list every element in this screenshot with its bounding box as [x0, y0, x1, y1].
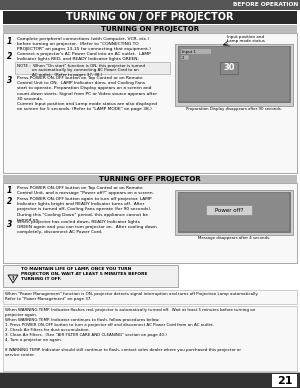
Text: TURNING ON / OFF PROJECTOR: TURNING ON / OFF PROJECTOR: [66, 12, 234, 23]
Text: Connect a projector's AC Power Cord into an AC outlet.  LAMP
Indicator lights RE: Connect a projector's AC Power Cord into…: [17, 52, 151, 61]
Text: TURNING OFF PROJECTOR: TURNING OFF PROJECTOR: [99, 176, 201, 182]
Bar: [181, 55, 189, 60]
Bar: [3, 33, 297, 173]
Bar: [3, 265, 178, 287]
Text: 1: 1: [7, 37, 12, 46]
Text: Preparation Display disappears after 90 seconds.: Preparation Display disappears after 90 …: [186, 107, 282, 111]
Text: Press POWER ON-OFF button on Top Control or on Remote
Control Unit, and a messag: Press POWER ON-OFF button on Top Control…: [17, 186, 154, 195]
Text: NOTE :  When "On start" function is ON, this projector is turned
            on : NOTE : When "On start" function is ON, t…: [17, 64, 145, 77]
Text: Press POWER ON-OFF button on Top Control or on Remote
Control Unit to ON.  LAMP : Press POWER ON-OFF button on Top Control…: [17, 76, 157, 111]
Bar: [0, 373, 300, 388]
Text: Press POWER ON-OFF button again to turn off projector. LAMP
Indicator lights bri: Press POWER ON-OFF button again to turn …: [17, 197, 152, 222]
Text: 2: 2: [182, 56, 184, 60]
Bar: [175, 44, 293, 106]
Bar: [3, 11, 297, 24]
Text: TURNING ON PROJECTOR: TURNING ON PROJECTOR: [101, 26, 199, 32]
Bar: [175, 190, 293, 235]
Polygon shape: [8, 275, 18, 283]
Bar: [15, 62, 170, 74]
Bar: [3, 183, 297, 263]
Text: Input position and: Input position and: [227, 35, 264, 39]
Bar: [179, 193, 289, 231]
Bar: [206, 205, 252, 215]
Text: When "Power Management" function is ON, projector detects signal interruption an: When "Power Management" function is ON, …: [5, 292, 258, 301]
Text: BEFORE OPERATION: BEFORE OPERATION: [233, 2, 298, 7]
Text: Power off?: Power off?: [215, 208, 243, 213]
Text: 30: 30: [223, 64, 235, 73]
Bar: [179, 47, 289, 101]
Text: Complete peripheral connections (with Computer, VCR, etc.)
before turning on pro: Complete peripheral connections (with Co…: [17, 37, 151, 51]
Bar: [220, 62, 238, 74]
Text: 2: 2: [7, 197, 12, 206]
Text: TO MAINTAIN LIFE OF LAMP, ONCE YOU TURN
PROJECTOR ON, WAIT AT LEAST 5 MINUTES BE: TO MAINTAIN LIFE OF LAMP, ONCE YOU TURN …: [21, 267, 148, 281]
Bar: [3, 25, 297, 33]
Bar: [178, 46, 290, 102]
Bar: [272, 374, 297, 387]
Bar: [0, 0, 300, 10]
Text: Input 1: Input 1: [182, 50, 196, 54]
Bar: [3, 290, 297, 304]
Bar: [178, 192, 290, 232]
Bar: [181, 49, 211, 54]
Bar: [3, 306, 297, 371]
Bar: [3, 175, 297, 183]
Text: Lamp mode status: Lamp mode status: [227, 39, 265, 43]
Text: 3: 3: [7, 76, 12, 85]
Text: !: !: [12, 276, 14, 281]
Text: Message disappears after 4 seconds.: Message disappears after 4 seconds.: [198, 236, 270, 240]
Text: 3: 3: [7, 220, 12, 229]
Text: When WARNING TEMP. Indicator flashes red, projector is automatically turned off.: When WARNING TEMP. Indicator flashes red…: [5, 308, 255, 357]
Text: When projector has cooled down, READY Indicator lights
GREEN again and you can t: When projector has cooled down, READY In…: [17, 220, 157, 234]
Text: 2: 2: [7, 52, 12, 61]
Text: 1: 1: [7, 186, 12, 195]
Text: 21: 21: [277, 376, 292, 386]
